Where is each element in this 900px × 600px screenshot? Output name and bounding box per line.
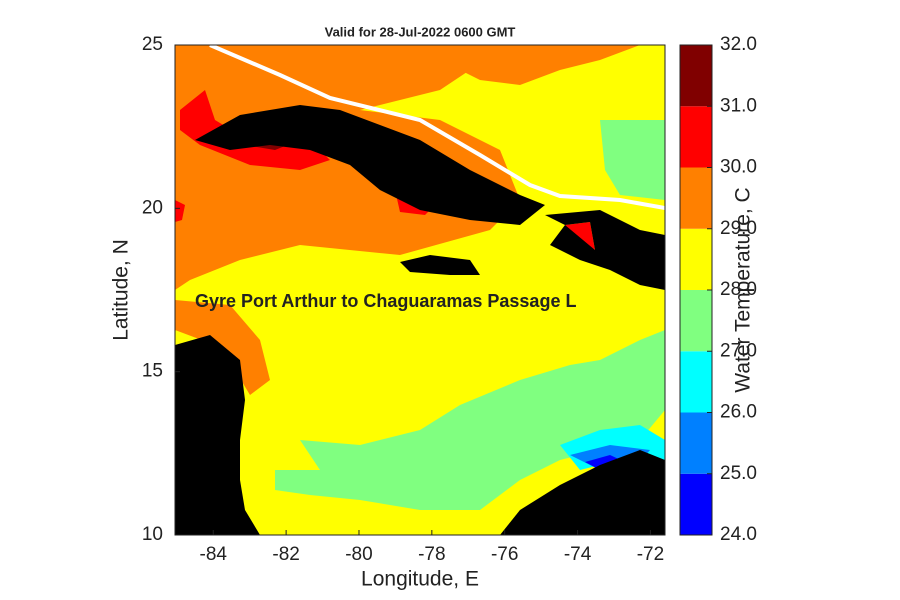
colorbar-band xyxy=(680,351,712,413)
colorbar-band xyxy=(680,473,712,535)
x-tick-label: -78 xyxy=(418,544,445,565)
x-tick-label: -80 xyxy=(345,544,372,565)
y-tick-label: 15 xyxy=(142,361,163,382)
colorbar-label: Water Temperature, C xyxy=(732,187,755,392)
colorbar-tick-label: 31.0 xyxy=(720,95,757,116)
colorbar-tick-label: 25.0 xyxy=(720,463,757,484)
map-field: Gyre Port Arthur to Chaguaramas Passage … xyxy=(175,45,665,535)
x-tick-label: -84 xyxy=(200,544,228,565)
colorbar-tick-label: 27.0 xyxy=(720,340,757,361)
x-axis-label: Longitude, E xyxy=(361,568,479,591)
y-tick-label: 10 xyxy=(142,524,163,545)
x-tick-label: -72 xyxy=(637,544,664,565)
y-axis-label: Latitude, N xyxy=(110,239,133,341)
colorbar-band xyxy=(680,106,712,168)
colorbar-band xyxy=(680,290,712,352)
colorbar-tick-label: 29.0 xyxy=(720,218,757,239)
chart-title: Valid for 28-Jul-2022 0600 GMT xyxy=(325,24,516,39)
x-tick-label: -76 xyxy=(491,544,518,565)
colorbar-band xyxy=(680,167,712,229)
y-tick-label: 25 xyxy=(142,34,163,55)
x-tick-label: -74 xyxy=(564,544,592,565)
colorbar-tick-label: 24.0 xyxy=(720,524,757,545)
colorbar-tick-label: 26.0 xyxy=(720,402,757,423)
colorbar-band xyxy=(680,45,712,107)
x-tick-label: -82 xyxy=(272,544,299,565)
y-tick-label: 20 xyxy=(142,197,163,218)
plot-frame xyxy=(174,44,666,536)
colorbar-band xyxy=(680,412,712,474)
colorbar-tick-label: 32.0 xyxy=(720,34,757,55)
track-label: Gyre Port Arthur to Chaguaramas Passage … xyxy=(195,291,576,311)
colorbar-tick-label: 28.0 xyxy=(720,279,757,300)
colorbar-band xyxy=(680,228,712,290)
colorbar-tick-label: 30.0 xyxy=(720,157,757,178)
